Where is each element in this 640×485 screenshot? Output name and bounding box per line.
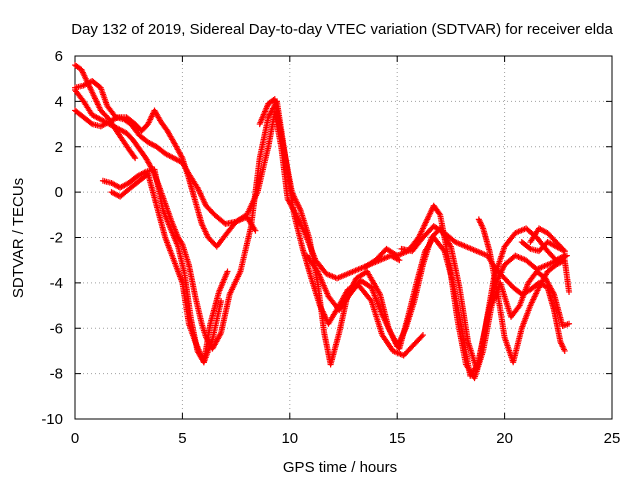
- data-point-marker: [224, 268, 231, 275]
- data-point-marker: [436, 210, 443, 217]
- data-point-marker: [218, 298, 225, 305]
- data-layer: [72, 62, 573, 382]
- x-axis-label: GPS time / hours: [283, 459, 397, 476]
- chart-title: Day 132 of 2019, Sidereal Day-to-day VTE…: [71, 21, 613, 38]
- data-point-marker: [561, 248, 568, 255]
- data-series: [475, 216, 573, 366]
- data-point-marker: [419, 332, 426, 339]
- data-point-marker: [131, 153, 138, 160]
- x-tick-label: 10: [281, 430, 298, 447]
- data-point-marker: [563, 252, 570, 259]
- y-tick-label: -10: [41, 411, 63, 428]
- data-point-marker: [252, 227, 259, 234]
- grid-layer: [75, 56, 612, 419]
- data-series: [527, 225, 568, 255]
- y-tick-label: 2: [55, 139, 63, 156]
- x-tick-label: 5: [178, 430, 186, 447]
- y-tick-label: -8: [50, 366, 63, 383]
- data-series: [108, 170, 225, 366]
- x-tick-label: 0: [71, 430, 79, 447]
- y-axis-label: SDTVAR / TECUs: [10, 178, 27, 298]
- y-tick-label: 4: [55, 93, 63, 110]
- y-tick-label: 0: [55, 184, 63, 201]
- data-point-marker: [367, 296, 374, 303]
- data-point-marker: [566, 320, 573, 327]
- data-series: [518, 239, 568, 255]
- x-tick-label: 20: [496, 430, 513, 447]
- data-series: [398, 223, 568, 354]
- data-point-marker: [561, 347, 568, 354]
- data-point-marker: [418, 333, 425, 340]
- data-series: [72, 62, 139, 162]
- y-tick-label: -4: [50, 275, 63, 292]
- data-point-marker: [566, 288, 573, 295]
- data-series: [72, 87, 426, 359]
- data-point-marker: [132, 155, 139, 162]
- x-tick-label: 15: [389, 430, 406, 447]
- data-point-marker: [396, 257, 403, 264]
- x-tick-label: 25: [604, 430, 621, 447]
- y-tick-label: 6: [55, 48, 63, 65]
- y-tick-label: -2: [50, 230, 63, 247]
- y-tick-label: -6: [50, 320, 63, 337]
- plot-frame: [74, 55, 613, 420]
- axes-layer: 0 5 10 15 20 25 -10 -8 -6 -4 -2 0 2 4 6: [41, 48, 620, 447]
- data-point-marker: [560, 246, 567, 253]
